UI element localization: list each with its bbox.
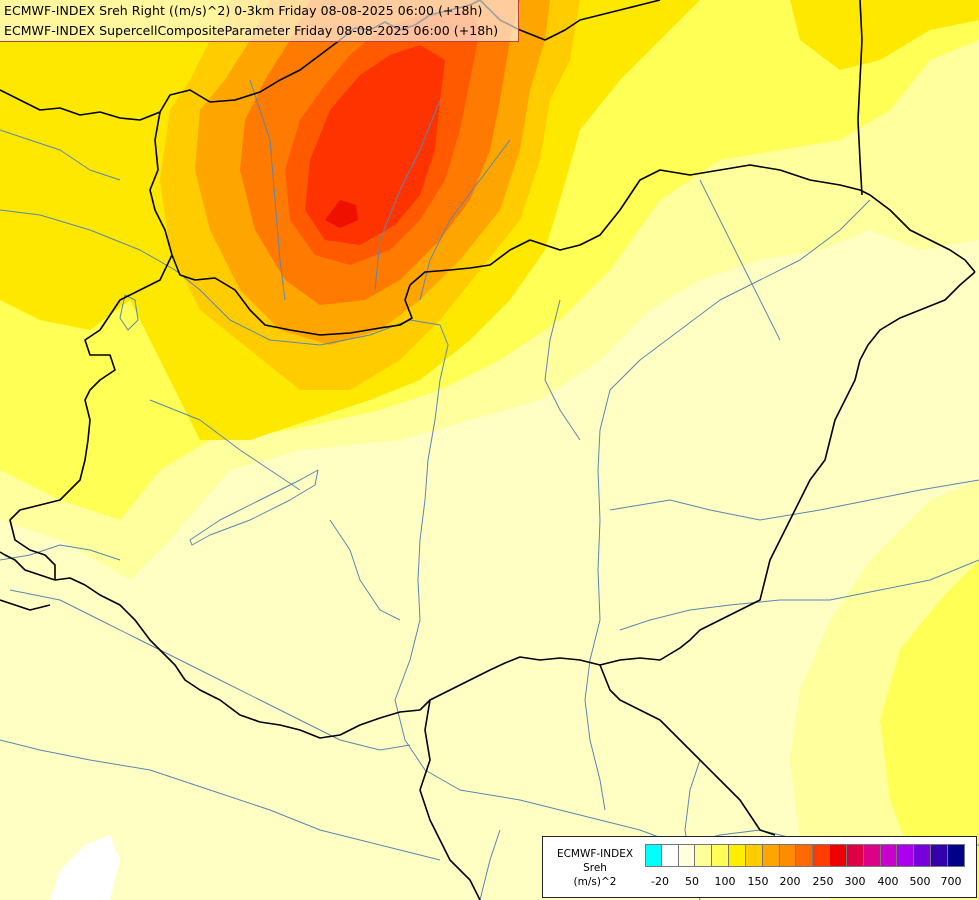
field-white-patch xyxy=(50,835,120,900)
map-title-box: ECMWF-INDEX Sreh Right ((m/s)^2) 0-3km F… xyxy=(0,0,519,42)
legend-unit: (m/s)^2 xyxy=(573,876,617,888)
legend-swatch xyxy=(830,845,847,866)
legend-tick-label: 150 xyxy=(747,875,769,888)
legend-swatch xyxy=(846,845,864,866)
field-band-yellow-se xyxy=(940,640,979,850)
river-koros xyxy=(609,479,979,521)
river-south1 xyxy=(479,829,501,900)
legend-tick-label: 300 xyxy=(844,875,866,888)
field-band-gold-ne xyxy=(790,0,979,70)
lake-balaton xyxy=(189,469,319,546)
border-serbia-romania xyxy=(599,664,776,836)
legend-tick-label: 700 xyxy=(940,875,962,888)
border-austria-slovakia xyxy=(149,111,871,336)
river-morava xyxy=(249,79,286,301)
legend-tick-label: 500 xyxy=(909,875,931,888)
border-austria-hungary-west xyxy=(9,254,173,580)
map-title-line-2: ECMWF-INDEX SupercellCompositeParameter … xyxy=(4,23,499,38)
field-band-deepred xyxy=(325,200,358,228)
legend-swatch xyxy=(745,845,763,866)
lake-neusiedl xyxy=(119,294,139,331)
legend-tick-labels: -20 50 100 150 200 250 300 400 500 700 xyxy=(645,875,965,891)
legend-swatch xyxy=(678,845,696,866)
legend-swatch xyxy=(796,845,814,866)
legend-tick-label: 200 xyxy=(779,875,801,888)
legend-tick-label: -20 xyxy=(651,875,669,888)
legend-swatch xyxy=(645,845,662,866)
river-sava xyxy=(0,739,441,861)
legend-swatch xyxy=(712,845,730,866)
legend-swatch xyxy=(661,845,679,866)
legend-swatch xyxy=(880,845,898,866)
river-zagyva xyxy=(544,299,581,441)
legend-swatch xyxy=(914,845,932,866)
legend-variable: Sreh xyxy=(583,862,607,874)
legend-swatch xyxy=(897,845,915,866)
border-poland-ukraine xyxy=(857,0,863,196)
legend-swatch xyxy=(762,845,780,866)
border-hungary-serbia xyxy=(419,656,601,711)
river-inn xyxy=(0,129,121,181)
river-raba xyxy=(149,399,301,491)
border-hungary-romania xyxy=(599,271,976,666)
legend-swatch xyxy=(695,845,713,866)
legend-tick-label: 50 xyxy=(685,875,699,888)
field-band-red xyxy=(305,45,445,245)
river-mures xyxy=(619,559,979,631)
legend-tick-label: 400 xyxy=(877,875,899,888)
river-sio xyxy=(329,519,401,621)
color-legend: ECMWF-INDEX Sreh (m/s)^2 -20 50 100 150 200 2… xyxy=(542,836,977,898)
legend-swatch xyxy=(779,845,797,866)
river-west2 xyxy=(0,544,121,561)
border-ukraine-romania xyxy=(869,194,976,273)
river-hron xyxy=(419,139,511,301)
border-slovenia-croatia xyxy=(0,551,56,581)
legend-swatch xyxy=(729,845,746,866)
border-austria-west xyxy=(0,599,51,611)
legend-tick-label: 100 xyxy=(714,875,736,888)
river-drava xyxy=(9,589,411,751)
legend-swatches xyxy=(645,844,965,867)
legend-title: ECMWF-INDEX Sreh (m/s)^2 xyxy=(547,847,643,889)
legend-tick-label: 250 xyxy=(812,875,834,888)
border-croatia-bosnia xyxy=(419,699,481,900)
river-danube xyxy=(0,209,979,851)
field-band-gold-w xyxy=(0,30,130,240)
legend-swatch xyxy=(813,845,831,866)
legend-model: ECMWF-INDEX xyxy=(556,848,634,860)
river-vah xyxy=(374,99,441,291)
river-tisza xyxy=(584,199,871,811)
border-hungary-croatia xyxy=(54,577,421,739)
legend-swatch xyxy=(863,845,881,866)
legend-swatch xyxy=(931,845,948,866)
map-title-line-1: ECMWF-INDEX Sreh Right ((m/s)^2) 0-3km F… xyxy=(4,3,483,18)
river-east1 xyxy=(699,179,781,341)
rivers xyxy=(0,79,979,900)
legend-swatch xyxy=(947,845,965,866)
